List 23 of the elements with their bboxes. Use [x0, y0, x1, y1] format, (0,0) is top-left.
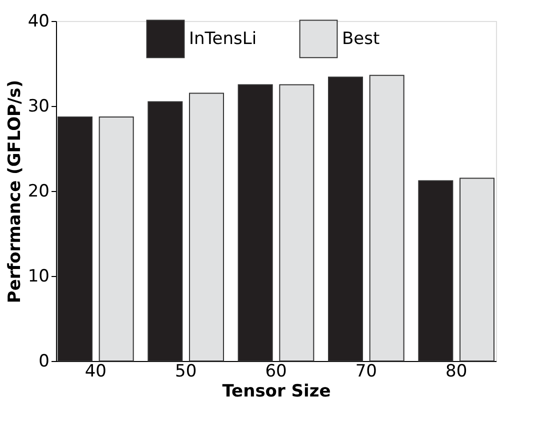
y-tick-label: 40 [28, 12, 50, 32]
bar [148, 101, 183, 362]
y-tick-label: 0 [38, 352, 50, 372]
x-tick-label: 40 [84, 362, 106, 382]
x-tick-label: 70 [355, 362, 377, 382]
x-tick-label: 80 [446, 362, 468, 382]
y-tick-label: 30 [28, 96, 50, 116]
bar [58, 116, 93, 362]
bar [238, 84, 273, 362]
y-axis-title: Performance (GFLOP/s) [4, 80, 25, 304]
x-tick-label: 50 [175, 362, 197, 382]
y-tick-label: 20 [28, 182, 50, 202]
x-axis-title: Tensor Size [222, 382, 331, 402]
legend-label: Best [342, 28, 380, 49]
legend-label: InTensLi [189, 28, 257, 49]
bar [418, 180, 454, 362]
bar [189, 92, 224, 362]
y-tick-label: 10 [28, 266, 50, 286]
x-tick-label: 60 [265, 362, 287, 382]
bar [369, 74, 404, 362]
bar [98, 116, 134, 362]
bar [328, 76, 363, 362]
bar [279, 84, 314, 362]
